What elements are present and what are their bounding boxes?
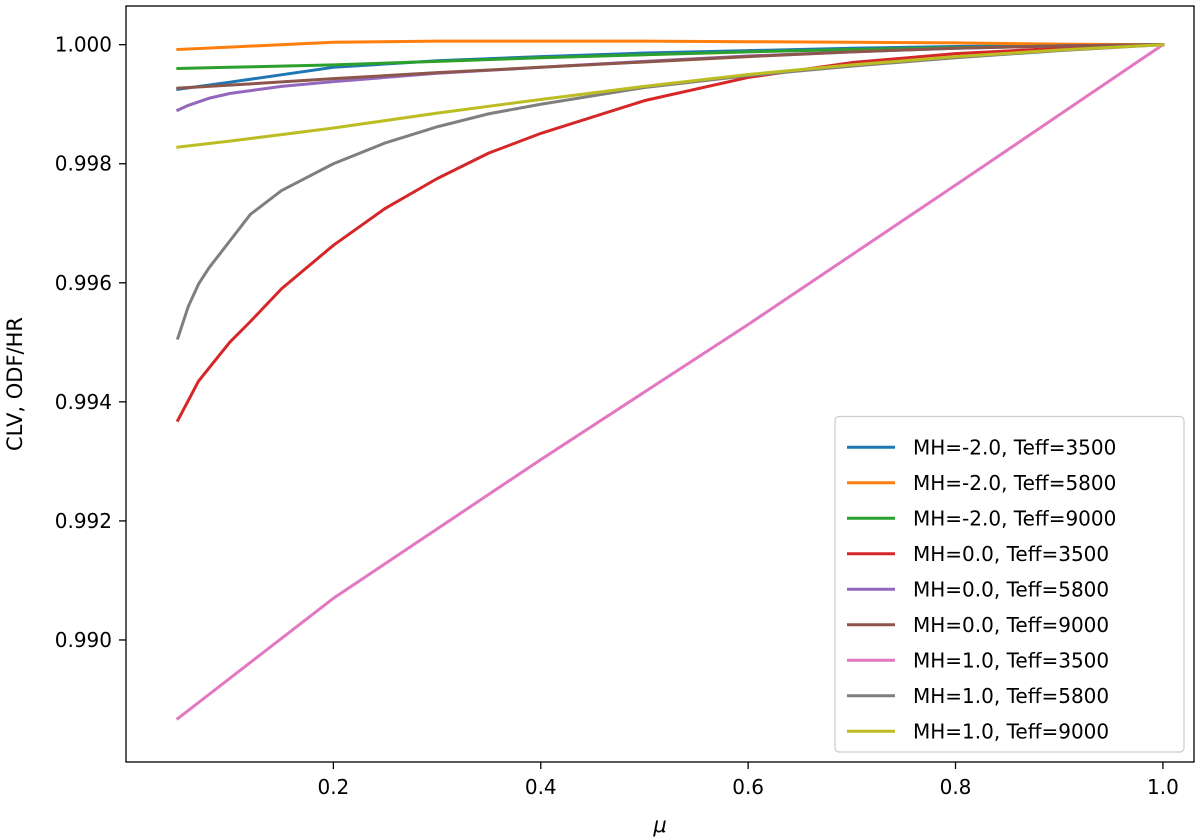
y-tick-label: 0.996 <box>55 271 112 295</box>
series-line-7 <box>175 42 1165 721</box>
x-tick-label: 0.4 <box>525 775 557 799</box>
series-line-6 <box>176 43 1165 90</box>
legend-label-9: MH=1.0, Teff=9000 <box>913 719 1109 743</box>
y-tick-label: 1.000 <box>55 33 112 57</box>
legend-label-7: MH=1.0, Teff=3500 <box>913 648 1109 672</box>
y-tick-label: 0.994 <box>55 390 112 414</box>
legend-label-5: MH=0.0, Teff=5800 <box>913 577 1109 601</box>
series-line-4 <box>175 43 1165 423</box>
legend-label-4: MH=0.0, Teff=3500 <box>913 542 1109 566</box>
legend-label-3: MH=-2.0, Teff=9000 <box>913 506 1116 530</box>
y-axis-label: CLV, ODF/HR <box>3 317 27 451</box>
x-tick-label: 1.0 <box>1147 775 1179 799</box>
series-line-2 <box>176 39 1165 52</box>
legend-label-2: MH=-2.0, Teff=5800 <box>913 471 1116 495</box>
legend: MH=-2.0, Teff=3500 MH=-2.0, Teff=5800 MH=-… <box>834 415 1185 753</box>
legend-label-8: MH=1.0, Teff=5800 <box>913 684 1109 708</box>
x-axis-label: μ <box>652 813 666 837</box>
y-tick-label: 0.990 <box>55 628 112 652</box>
y-tick-label: 0.992 <box>55 509 112 533</box>
y-axis: 0.990 0.992 0.994 0.996 0.998 1.000 <box>55 33 126 652</box>
plot-frame <box>125 5 1195 763</box>
x-tick-label: 0.8 <box>940 775 972 799</box>
legend-box <box>834 415 1185 753</box>
x-tick-label: 0.2 <box>317 775 349 799</box>
series-layer <box>175 39 1165 721</box>
legend-label-6: MH=0.0, Teff=9000 <box>913 613 1109 637</box>
y-tick-label: 0.998 <box>55 152 112 176</box>
x-axis: 0.2 0.4 0.6 0.8 1.0 <box>317 762 1179 799</box>
x-tick-label: 0.6 <box>732 775 764 799</box>
series-line-9 <box>176 43 1165 149</box>
legend-label-1: MH=-2.0, Teff=3500 <box>913 435 1116 459</box>
